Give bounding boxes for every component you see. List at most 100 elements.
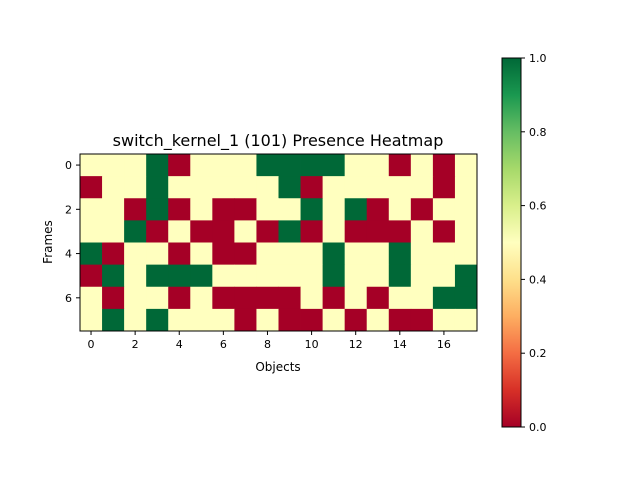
heatmap-cell: [344, 154, 368, 177]
heatmap-cell: [124, 154, 147, 177]
heatmap-cell: [256, 198, 279, 221]
heatmap-cell: [278, 264, 301, 288]
heatmap-cell: [344, 264, 368, 288]
heatmap-cell: [256, 308, 279, 332]
heatmap-cell: [300, 242, 324, 266]
x-tick-label: 6: [220, 338, 227, 351]
heatmap-cell: [278, 242, 301, 266]
heatmap-cell: [234, 308, 257, 332]
heatmap-cell: [146, 220, 169, 243]
heatmap-cell: [80, 154, 103, 177]
colorbar: [501, 57, 522, 428]
heatmap-cell: [366, 308, 390, 332]
heatmap-cell: [124, 220, 147, 243]
heatmap-cell: [388, 198, 412, 221]
x-tick-label: 8: [264, 338, 271, 351]
heatmap-cell: [410, 242, 434, 266]
heatmap-cell: [300, 220, 324, 243]
heatmap-cell: [454, 242, 478, 266]
colorbar-tick-label: 0.6: [529, 200, 547, 213]
heatmap-cell: [300, 286, 324, 310]
heatmap-cell: [80, 308, 103, 332]
colorbar-tick-label: 0.2: [529, 347, 547, 360]
heatmap-cell: [168, 242, 191, 266]
heatmap-cell: [146, 264, 169, 288]
heatmap-cell: [212, 220, 235, 243]
plot-frame: [79, 153, 478, 332]
heatmap-cell: [432, 220, 456, 243]
heatmap-cell: [322, 308, 346, 332]
y-tick-label: 2: [65, 203, 72, 216]
heatmap-cell: [102, 176, 125, 199]
heatmap-cell: [454, 286, 478, 310]
heatmap-cell: [366, 286, 390, 310]
heatmap-cell: [256, 286, 279, 310]
heatmap-cell: [432, 198, 456, 221]
x-tick-label: 10: [305, 338, 319, 351]
colorbar-tick-label: 0.4: [529, 273, 547, 286]
heatmap-cell: [322, 198, 346, 221]
heatmap-cell: [432, 286, 456, 310]
heatmap-cell: [234, 220, 257, 243]
heatmap-cell: [278, 176, 301, 199]
y-tick-label: 4: [65, 248, 72, 261]
heatmap-cell: [146, 154, 169, 177]
x-axis-label: Objects: [255, 360, 300, 374]
heatmap-cell: [410, 220, 434, 243]
heatmap-cell: [124, 264, 147, 288]
y-tick-label: 0: [65, 159, 72, 172]
heatmap-cell: [256, 220, 279, 243]
heatmap-cell: [432, 308, 456, 332]
y-tick-label: 6: [65, 292, 72, 305]
heatmap-cell: [168, 220, 191, 243]
heatmap-cell: [388, 220, 412, 243]
heatmap-cell: [80, 176, 103, 199]
heatmap-cell: [388, 176, 412, 199]
heatmap-cell: [366, 176, 390, 199]
heatmap-cell: [146, 286, 169, 310]
heatmap-cell: [322, 242, 346, 266]
heatmap-cell: [80, 198, 103, 221]
heatmap-cell: [256, 154, 279, 177]
heatmap-cell: [146, 308, 169, 332]
heatmap-cell: [366, 154, 390, 177]
heatmap-cell: [168, 286, 191, 310]
heatmap-cell: [300, 176, 324, 199]
heatmap-cell: [410, 308, 434, 332]
heatmap-cell: [432, 242, 456, 266]
heatmap-cell: [388, 154, 412, 177]
heatmap-cell: [102, 308, 125, 332]
heatmap-cell: [146, 176, 169, 199]
y-axis-ticks: 0 2 4 6: [65, 159, 80, 305]
heatmap-cell: [190, 286, 213, 310]
heatmap-cell: [146, 198, 169, 221]
heatmap-cell: [344, 220, 368, 243]
x-tick-label: 14: [393, 338, 407, 351]
heatmap-cell: [454, 176, 478, 199]
heatmap-cell: [168, 154, 191, 177]
heatmap-cell: [322, 220, 346, 243]
heatmap-cell: [278, 220, 301, 243]
heatmap-cell: [366, 198, 390, 221]
heatmap-cell: [124, 286, 147, 310]
heatmap-cell: [344, 176, 368, 199]
chart-title: switch_kernel_1 (101) Presence Heatmap: [113, 131, 444, 151]
heatmap-cell: [388, 264, 412, 288]
heatmap-cell: [410, 286, 434, 310]
heatmap-cell: [454, 154, 478, 177]
y-axis-label: Frames: [41, 220, 55, 264]
colorbar-ticks: 0.0 0.2 0.4 0.6 0.8 1.0: [521, 52, 547, 434]
heatmap-cell: [300, 308, 324, 332]
heatmap-cell: [454, 220, 478, 243]
heatmap-cell: [190, 176, 213, 199]
heatmap-cell: [80, 242, 103, 266]
heatmap-cell: [432, 154, 456, 177]
heatmap-cell: [80, 264, 103, 288]
heatmap-cell: [278, 308, 301, 332]
heatmap-cell: [80, 220, 103, 243]
heatmap-cell: [388, 242, 412, 266]
heatmap-cell: [234, 242, 257, 266]
heatmap-cell: [212, 198, 235, 221]
colorbar-tick-label: 0.0: [529, 421, 547, 434]
heatmap-cell: [300, 198, 324, 221]
